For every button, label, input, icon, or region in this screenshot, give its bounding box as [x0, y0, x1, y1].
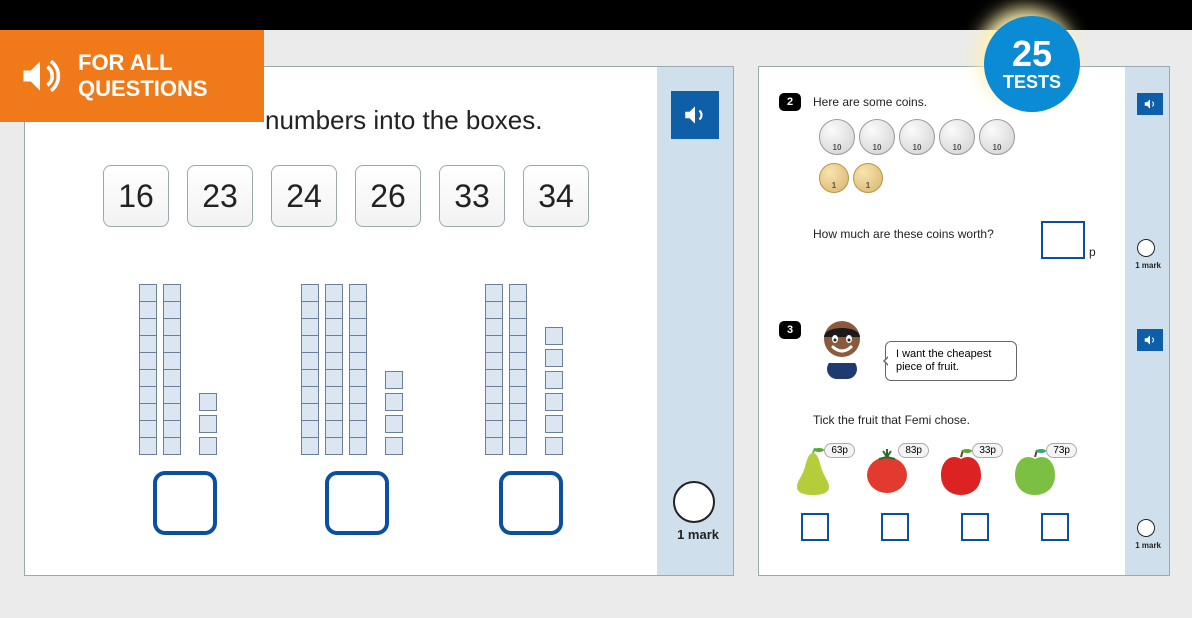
mark-circle [1137, 519, 1155, 537]
mark-label: 1 mark [1135, 541, 1161, 550]
right-sidebar [1125, 67, 1169, 575]
tests-badge: 25 TESTS [984, 16, 1080, 112]
tick-box[interactable] [881, 513, 909, 541]
tick-box[interactable] [801, 513, 829, 541]
coin-10p: 10 [939, 119, 975, 155]
coin-row: 11 [819, 163, 883, 193]
question-panel-right: 2 Here are some coins. 1010101010 11 How… [758, 66, 1170, 576]
badge-label: TESTS [1003, 72, 1061, 93]
base-ten-group [139, 285, 217, 455]
fruit-row: 63p83p33p73p [789, 447, 1059, 495]
price-label: 73p [1046, 443, 1077, 458]
banner-line1: FOR ALL [78, 50, 208, 76]
tick-box[interactable] [961, 513, 989, 541]
badge-number: 25 [1012, 36, 1052, 72]
speech-bubble: I want the cheapest piece of fruit. [885, 341, 1017, 381]
question-text: numbers into the boxes. [265, 105, 543, 136]
mark-label: 1 mark [677, 527, 719, 542]
answer-box[interactable] [153, 471, 217, 535]
number-chip[interactable]: 23 [187, 165, 253, 227]
number-chip[interactable]: 16 [103, 165, 169, 227]
coin-10p: 10 [979, 119, 1015, 155]
mark-circle [1137, 239, 1155, 257]
number-chip[interactable]: 34 [523, 165, 589, 227]
q2-intro: Here are some coins. [813, 95, 927, 109]
coin-10p: 10 [859, 119, 895, 155]
number-chip-row: 16 23 24 26 33 34 [103, 165, 589, 227]
number-chip[interactable]: 26 [355, 165, 421, 227]
price-label: 33p [972, 443, 1003, 458]
mark-circle [673, 481, 715, 523]
answer-box[interactable] [325, 471, 389, 535]
tick-box[interactable] [1041, 513, 1069, 541]
answer-box[interactable] [499, 471, 563, 535]
audio-button[interactable] [1137, 329, 1163, 351]
coin-10p: 10 [899, 119, 935, 155]
base-ten-group [301, 285, 403, 455]
price-label: 63p [824, 443, 855, 458]
price-label: 83p [898, 443, 929, 458]
answer-input[interactable] [1041, 221, 1085, 259]
audio-button[interactable] [671, 91, 719, 139]
unit-label: p [1089, 245, 1096, 259]
number-chip[interactable]: 24 [271, 165, 337, 227]
coin-1p: 1 [819, 163, 849, 193]
coin-row: 1010101010 [819, 119, 1015, 155]
mark-label: 1 mark [1135, 261, 1161, 270]
number-chip[interactable]: 33 [439, 165, 505, 227]
question-panel-left: numbers into the boxes. 16 23 24 26 33 3… [24, 66, 734, 576]
speaker-icon [18, 54, 62, 98]
banner-line2: QUESTIONS [78, 76, 208, 102]
child-avatar [813, 315, 871, 385]
question-number: 2 [779, 93, 801, 111]
coin-10p: 10 [819, 119, 855, 155]
audio-banner: FOR ALLQUESTIONS [0, 30, 264, 122]
tick-row [801, 513, 1069, 541]
q2-prompt: How much are these coins worth? [813, 227, 994, 241]
q3-prompt: Tick the fruit that Femi chose. [813, 413, 970, 427]
speaker-icon [1143, 333, 1157, 347]
right-content: 2 Here are some coins. 1010101010 11 How… [759, 67, 1125, 575]
audio-button[interactable] [1137, 93, 1163, 115]
speaker-icon [682, 102, 708, 128]
question-number: 3 [779, 321, 801, 339]
base-ten-group [485, 285, 563, 455]
speaker-icon [1143, 97, 1157, 111]
coin-1p: 1 [853, 163, 883, 193]
